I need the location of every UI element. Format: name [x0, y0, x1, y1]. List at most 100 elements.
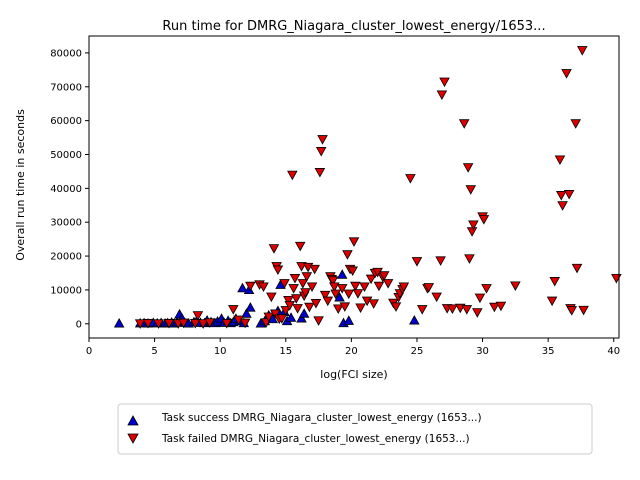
series-failed	[134, 46, 622, 329]
failed-point	[245, 281, 256, 292]
success-point	[336, 269, 348, 279]
x-tick-label: 20	[345, 346, 358, 357]
legend: Task success DMRG_Niagara_cluster_lowest…	[117, 403, 593, 455]
success-point	[343, 315, 355, 325]
failed-point	[343, 289, 355, 300]
failed-point	[431, 292, 442, 303]
failed-point	[163, 319, 175, 329]
failed-point	[330, 289, 341, 300]
failed-point	[228, 305, 239, 315]
y-axis-ticks: 0 10000 20000 30000 40000 50000 60000 70000 8000…	[50, 48, 89, 330]
failed-point	[327, 276, 339, 286]
y-tick-label: 80000	[50, 48, 82, 59]
x-tick-label: 15	[279, 346, 292, 357]
failed-point	[549, 277, 560, 287]
failed-point	[571, 263, 583, 274]
failed-point	[350, 281, 361, 292]
failed-point	[347, 266, 358, 277]
failed-point	[284, 301, 295, 311]
failed-point	[474, 293, 486, 304]
failed-point	[189, 319, 201, 329]
legend-marker-success	[127, 415, 139, 426]
x-axis-label: log(FCI size)	[320, 368, 387, 381]
failed-point	[313, 316, 324, 326]
failed-point	[378, 271, 390, 281]
success-point	[296, 312, 307, 323]
y-axis-label: Overall run time in seconds	[14, 109, 27, 261]
failed-point	[495, 301, 507, 312]
failed-point	[279, 279, 290, 289]
chart-title: Run time for DMRG_Niagara_cluster_lowest…	[162, 19, 545, 34]
failed-point	[310, 299, 322, 309]
failed-point	[447, 304, 458, 314]
failed-point	[204, 318, 215, 328]
failed-point	[268, 244, 280, 254]
failed-point	[468, 220, 479, 231]
failed-point	[365, 274, 377, 285]
failed-point	[142, 319, 154, 329]
y-tick-label: 10000	[50, 285, 82, 296]
failed-point	[301, 272, 313, 282]
x-tick-label: 30	[476, 346, 489, 357]
success-point	[113, 318, 125, 328]
failed-point	[546, 296, 558, 307]
failed-point	[336, 284, 348, 294]
failed-point	[462, 163, 474, 173]
y-tick-label: 20000	[50, 252, 82, 263]
data-marks	[113, 46, 622, 329]
y-tick-label: 30000	[50, 218, 82, 229]
y-tick-label: 50000	[50, 150, 82, 161]
failed-point	[435, 256, 446, 266]
x-tick-label: 0	[86, 346, 92, 357]
failed-point	[464, 254, 475, 264]
failed-point	[297, 279, 309, 289]
failed-point	[481, 284, 492, 294]
failed-point	[570, 119, 581, 129]
failed-point	[566, 306, 578, 316]
failed-point	[411, 257, 423, 267]
failed-point	[329, 282, 340, 292]
failed-point	[314, 168, 326, 178]
failed-point	[292, 304, 303, 314]
failed-point	[339, 302, 351, 312]
failed-point	[304, 302, 315, 313]
failed-point	[294, 241, 306, 252]
failed-point	[239, 318, 251, 329]
failed-point	[192, 311, 204, 321]
failed-point	[368, 299, 379, 309]
failed-point	[319, 290, 331, 301]
failed-point	[359, 282, 370, 292]
failed-point	[555, 191, 567, 201]
success-point	[285, 312, 297, 322]
failed-point	[306, 282, 318, 292]
failed-point	[309, 264, 320, 275]
failed-point	[398, 282, 410, 292]
x-tick-label: 10	[214, 346, 227, 357]
failed-point	[576, 46, 588, 56]
failed-point	[266, 292, 277, 303]
failed-point	[134, 319, 146, 329]
y-tick-label: 70000	[50, 82, 82, 93]
failed-point	[557, 201, 568, 211]
failed-point	[283, 296, 294, 306]
failed-point	[258, 282, 269, 292]
failed-point	[436, 90, 448, 100]
failed-point	[197, 319, 209, 329]
success-point	[241, 308, 252, 318]
failed-point	[472, 308, 483, 318]
failed-point	[287, 170, 298, 181]
failed-point	[465, 185, 477, 195]
x-tick-label: 40	[607, 346, 620, 357]
success-point	[245, 302, 256, 312]
failed-point	[300, 288, 311, 298]
failed-point	[563, 190, 575, 200]
success-point	[334, 291, 345, 302]
failed-point	[554, 155, 566, 165]
failed-point	[423, 283, 435, 293]
failed-point	[489, 302, 500, 313]
failed-point	[290, 294, 302, 304]
failed-point	[458, 119, 470, 129]
failed-point	[288, 284, 299, 294]
y-tick-label: 0	[76, 319, 82, 330]
